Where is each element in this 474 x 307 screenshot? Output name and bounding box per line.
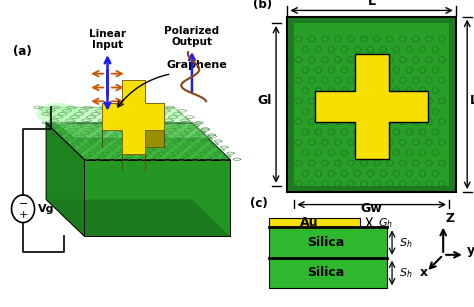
Text: Graphene: Graphene [166, 60, 227, 70]
Text: $G_h$: $G_h$ [378, 216, 393, 230]
Bar [269, 218, 360, 227]
Text: L: L [470, 94, 474, 107]
Bar [294, 23, 449, 186]
Polygon shape [315, 54, 428, 159]
Polygon shape [102, 80, 164, 154]
Polygon shape [102, 80, 164, 154]
Polygon shape [46, 200, 230, 236]
Polygon shape [46, 123, 84, 236]
Text: Input: Input [92, 40, 123, 50]
Text: $S_h$: $S_h$ [399, 236, 412, 250]
Text: (a): (a) [13, 45, 32, 58]
Text: +: + [18, 210, 27, 220]
Text: Z: Z [446, 212, 455, 224]
Text: (c): (c) [250, 197, 268, 210]
Polygon shape [84, 160, 230, 236]
Text: Gl: Gl [257, 94, 272, 107]
Bar [287, 17, 456, 192]
Polygon shape [145, 130, 164, 147]
Text: −: − [18, 199, 27, 209]
Text: w: w [367, 110, 379, 123]
Text: x: x [420, 266, 428, 279]
Text: L: L [368, 0, 375, 8]
Text: Gw: Gw [361, 202, 383, 215]
Text: Output: Output [172, 37, 212, 47]
Text: Polarized: Polarized [164, 26, 219, 36]
Text: y: y [467, 244, 474, 257]
Polygon shape [38, 107, 210, 138]
Polygon shape [46, 123, 230, 160]
Text: $S_h$: $S_h$ [399, 266, 412, 280]
Text: r: r [339, 89, 345, 102]
Bar [269, 258, 387, 288]
Text: (b): (b) [253, 0, 273, 11]
Circle shape [11, 195, 35, 223]
Text: Vg: Vg [38, 204, 55, 214]
Text: Silica: Silica [307, 266, 344, 279]
Text: Linear: Linear [89, 29, 126, 39]
Text: r: r [376, 69, 383, 82]
Bar [269, 227, 387, 258]
Text: Au: Au [301, 216, 319, 229]
Text: Silica: Silica [307, 236, 344, 249]
Ellipse shape [36, 103, 82, 124]
